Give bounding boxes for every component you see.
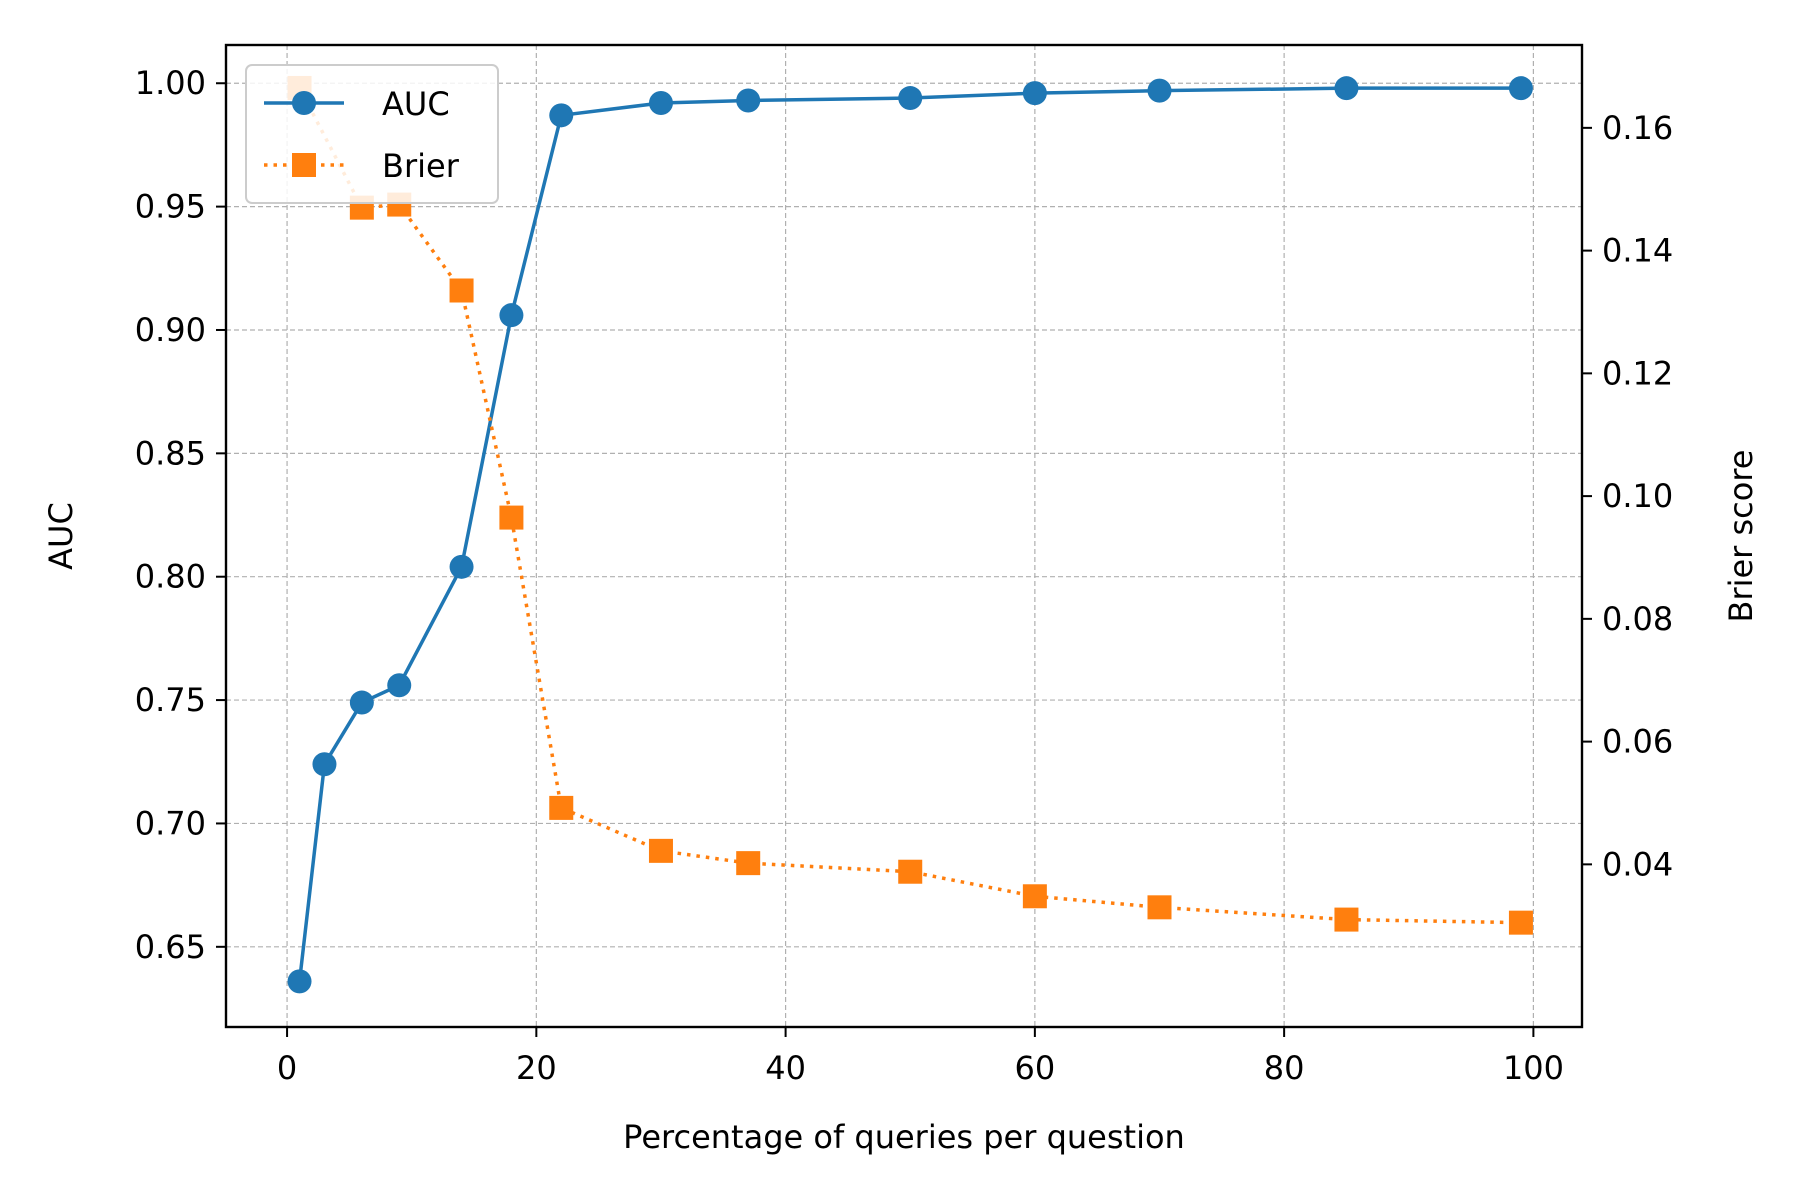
brier-data-point: [898, 859, 923, 884]
auc-data-point: [287, 969, 312, 994]
legend-brier-marker: [292, 153, 316, 177]
brier-data-point: [1508, 910, 1533, 935]
brier-data-point: [1022, 884, 1047, 909]
y2-tick-label: 0.06: [1602, 723, 1673, 761]
auc-data-point: [549, 103, 574, 128]
y2-tick-label: 0.10: [1602, 477, 1673, 515]
y2-tick-label: 0.08: [1602, 600, 1673, 638]
y-tick-label: 0.80: [135, 558, 206, 596]
y2-tick-label: 0.12: [1602, 354, 1673, 392]
axes: 0 20 40 60 80 100 0.65 0.70 0.75 0.80 0.85 0.90 0.95…: [135, 64, 1674, 1087]
brier-series-line: [297, 87, 1521, 925]
auc-data-point: [1334, 76, 1359, 101]
auc-data-point: [349, 690, 374, 715]
auc-series-line: [297, 86, 1521, 982]
auc-data-point: [387, 673, 412, 698]
legend-auc-marker: [292, 91, 316, 115]
y-tick-label: 0.85: [135, 434, 206, 472]
y-tick-label: 0.75: [135, 681, 206, 719]
brier-data-point: [736, 851, 761, 876]
brier-data-point: [1334, 907, 1359, 932]
x-tick-label: 20: [516, 1049, 557, 1087]
auc-data-point: [499, 303, 524, 328]
y2-tick-label: 0.14: [1602, 232, 1673, 270]
legend-box: [245, 64, 499, 204]
x-tick-label: 80: [1264, 1049, 1305, 1087]
y-axis-title: AUC: [42, 502, 80, 570]
y-tick-label: 0.70: [135, 804, 206, 842]
auc-data-point: [312, 752, 337, 777]
x-tick-label: 100: [1503, 1049, 1564, 1087]
y-tick-label: 0.90: [135, 311, 206, 349]
x-tick-label: 0: [277, 1049, 297, 1087]
brier-data-point: [499, 505, 524, 530]
brier-data-point: [648, 838, 673, 863]
plot-data: [287, 75, 1533, 994]
legend-brier-label: Brier: [382, 147, 460, 185]
auc-data-point: [648, 90, 673, 115]
x-axis-title: Percentage of queries per question: [623, 1118, 1185, 1156]
y2-axis-title: Brier score: [1722, 450, 1760, 623]
y2-tick-label: 0.16: [1602, 109, 1673, 147]
y-tick-label: 1.00: [135, 64, 206, 102]
auc-data-point: [449, 554, 474, 579]
auc-data-point: [898, 86, 923, 111]
auc-data-point: [1147, 78, 1172, 103]
auc-data-point: [1508, 76, 1533, 101]
x-tick-label: 60: [1015, 1049, 1056, 1087]
brier-data-point: [1147, 895, 1172, 920]
legend: AUC Brier: [245, 64, 499, 204]
auc-data-point: [736, 88, 761, 113]
y-tick-label: 0.65: [135, 928, 206, 966]
brier-data-point: [549, 795, 574, 820]
x-tick-label: 40: [765, 1049, 806, 1087]
y-tick-label: 0.95: [135, 188, 206, 226]
y2-tick-label: 0.04: [1602, 845, 1673, 883]
plot-frame: [224, 43, 1584, 1029]
auc-data-point: [1022, 81, 1047, 106]
brier-data-point: [449, 278, 474, 303]
legend-auc-label: AUC: [382, 85, 450, 123]
